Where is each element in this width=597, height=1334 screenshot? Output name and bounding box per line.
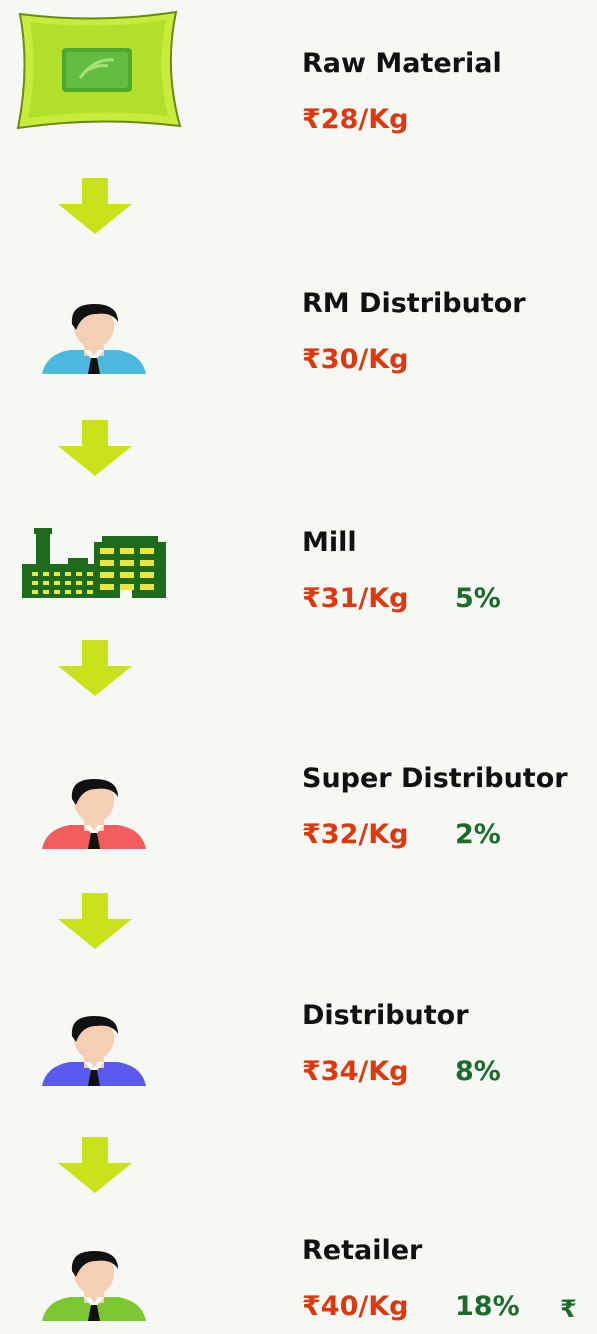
stage-margin: 18% — [455, 1291, 520, 1322]
arrow — [58, 420, 132, 476]
stage-margin: 8% — [455, 1056, 501, 1087]
stage-margin: 2% — [455, 819, 501, 850]
stage-price: ₹32/Kg — [302, 819, 409, 850]
arrow — [58, 178, 132, 234]
person-icon — [42, 1016, 146, 1086]
stage-label: Super Distributor — [302, 763, 568, 794]
stage-extra: ₹ — [560, 1295, 577, 1323]
factory-icon — [22, 528, 166, 598]
stage-price: ₹40/Kg — [302, 1291, 409, 1322]
stage-label: Mill — [302, 527, 357, 558]
person-icon — [42, 1251, 146, 1321]
person-icon — [42, 304, 146, 374]
person-icon — [42, 779, 146, 849]
stage-label: Retailer — [302, 1235, 423, 1266]
stage-price: ₹28/Kg — [302, 104, 409, 135]
stage-label: RM Distributor — [302, 288, 526, 319]
arrow — [58, 893, 132, 949]
stage-label: Distributor — [302, 1000, 469, 1031]
stage-price: ₹34/Kg — [302, 1056, 409, 1087]
stage-margin: 5% — [455, 583, 501, 614]
stage-price: ₹31/Kg — [302, 583, 409, 614]
arrow — [58, 640, 132, 696]
arrow — [58, 1137, 132, 1193]
stage-label: Raw Material — [302, 48, 502, 79]
stage-price: ₹30/Kg — [302, 344, 409, 375]
bag-icon — [16, 10, 182, 130]
